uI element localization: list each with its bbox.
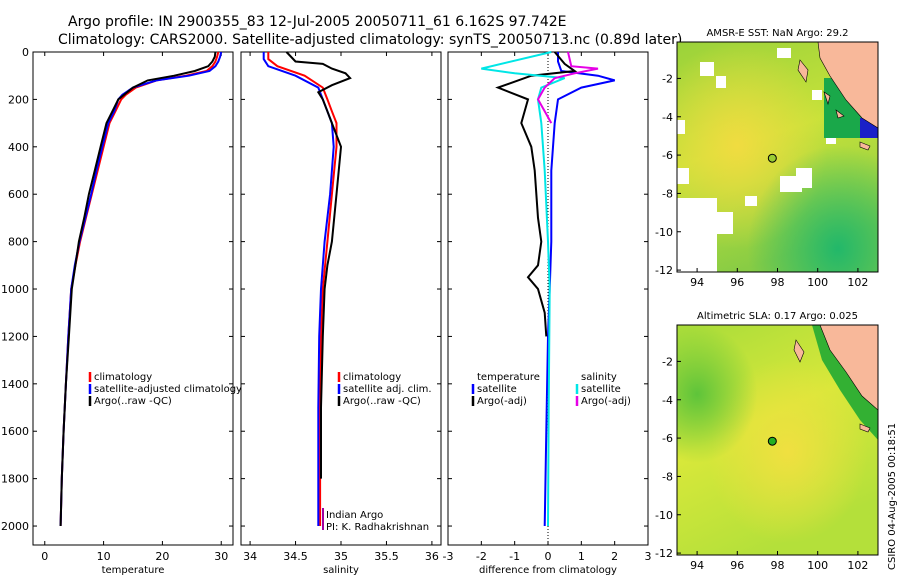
map4-ytick-label: -10 (655, 509, 673, 522)
chart0-legend-2-label: Argo(..raw -QC) (94, 396, 172, 407)
map3-ytick-label: -10 (655, 226, 673, 239)
chart2-xtick-label: -3 (443, 550, 454, 563)
chart1-xtick-label: 35 (334, 550, 348, 563)
chart1-legend-2-label: Argo(..raw -QC) (343, 396, 421, 407)
chart0-ytick-label: 1800 (1, 473, 29, 486)
sst-map-field (677, 42, 878, 272)
chart0-ytick-label: 1600 (1, 425, 29, 438)
map3-xtick-label: 98 (771, 276, 785, 289)
chart0-xtick-label: 10 (97, 550, 111, 563)
chart0-xtick-label: 0 (41, 550, 48, 563)
chart1-series-0 (267, 52, 338, 526)
chart0-frame (32, 51, 234, 546)
chart0-ytick-label: 600 (8, 188, 29, 201)
chart0-ytick-label: 1400 (1, 378, 29, 391)
chart1-xtick-label: 34.5 (283, 550, 308, 563)
chart2-xtick-label: 2 (611, 550, 618, 563)
map3-xtick-label: 96 (730, 276, 744, 289)
map4-xtick-label: 96 (730, 559, 744, 572)
chart2-series-2 (481, 51, 566, 527)
map3-ytick-label: -8 (662, 187, 673, 200)
side-stamp: CSIRO 04-Aug-2005 00:18:51 (887, 423, 898, 570)
chart0-legend-0-label: climatology (94, 372, 152, 383)
map4-xtick-label: 102 (847, 559, 868, 572)
chart1-legend-1-label: satellite adj. clim. (343, 384, 432, 395)
chart0-ytick-label: 800 (8, 236, 29, 249)
chart1-xlabel: salinity (323, 565, 359, 576)
chart0-ytick-label: 2000 (1, 520, 29, 533)
chart0-ytick-label: 1000 (1, 283, 29, 296)
chart2-legend-right-0: salinity (581, 372, 617, 383)
map3-ytick-label: -12 (655, 264, 673, 277)
chart0-xtick-label: 20 (155, 550, 169, 563)
sla-map-field (677, 325, 878, 555)
chart1-xtick-label: 35.5 (374, 550, 399, 563)
map4-xtick-label: 98 (771, 559, 785, 572)
chart0-legend-1-label: satellite-adjusted climatology (94, 384, 242, 395)
chart2-xlabel: difference from climatology (479, 565, 617, 576)
map3-ytick-label: -6 (662, 149, 673, 162)
chart2-legend-left-2-label: Argo(-adj) (477, 396, 527, 407)
map4-ytick-label: -12 (655, 547, 673, 560)
sst-missing-cells (677, 48, 836, 272)
map3-argo-point (767, 153, 777, 163)
chart0-series-2 (59, 51, 217, 527)
chart2-xtick-label: 3 (645, 550, 652, 563)
chart2-xtick-label: 1 (578, 550, 585, 563)
map4-ytick-label: -8 (662, 470, 673, 483)
chart0-series-1 (59, 51, 223, 527)
chart0-ytick-label: 0 (22, 46, 29, 59)
figure-title-line2: Climatology: CARS2000. Satellite-adjuste… (58, 32, 682, 48)
map4-ytick-label: -2 (662, 355, 673, 368)
map3-ytick-label: -2 (662, 72, 673, 85)
map3-title: AMSR-E SST: NaN Argo: 29.2 (706, 28, 848, 39)
chart2-legend-left-1-label: satellite (477, 384, 517, 395)
map3-xtick-label: 102 (847, 276, 868, 289)
chart0-xlabel: temperature (102, 565, 165, 576)
chart1-xtick-label: 36 (425, 550, 439, 563)
chart1-series-1 (262, 52, 335, 526)
map4-argo-point (767, 436, 777, 446)
map3-ytick-label: -4 (662, 111, 673, 124)
chart1-annotation-0: Indian Argo (326, 510, 383, 521)
chart0-ytick-label: 200 (8, 93, 29, 106)
chart2-legend-left-0: temperature (477, 372, 540, 383)
chart2-series-1 (495, 51, 578, 337)
chart0-series-0 (59, 51, 220, 527)
map3-xtick-label: 94 (690, 276, 704, 289)
chart0-ytick-label: 1200 (1, 330, 29, 343)
chart2-xtick-label: 0 (545, 550, 552, 563)
map4-xtick-label: 100 (807, 559, 828, 572)
chart1-legend-0-label: climatology (343, 372, 401, 383)
chart1-frame (240, 51, 442, 546)
chart2-series-3 (536, 51, 599, 124)
chart2-series-0 (543, 52, 615, 527)
chart1-series-2 (285, 51, 352, 479)
chart2-xtick-label: -2 (476, 550, 487, 563)
chart2-legend-right-2-label: Argo(-adj) (581, 396, 631, 407)
chart1-annotation-1: PI: K. Radhakrishnan (326, 522, 429, 533)
chart2-xtick-label: -1 (509, 550, 520, 563)
map4-xtick-label: 94 (690, 559, 704, 572)
chart0-ytick-label: 400 (8, 141, 29, 154)
chart2-legend-right-1-label: satellite (581, 384, 621, 395)
figure-title-line1: Argo profile: IN 2900355_83 12-Jul-2005 … (68, 14, 566, 30)
map4-title: Altimetric SLA: 0.17 Argo: 0.025 (697, 311, 858, 322)
map3-xtick-label: 100 (807, 276, 828, 289)
map4-ytick-label: -6 (662, 432, 673, 445)
chart0-xtick-label: 30 (214, 550, 228, 563)
map4-ytick-label: -4 (662, 394, 673, 407)
chart1-xtick-label: 34 (243, 550, 257, 563)
